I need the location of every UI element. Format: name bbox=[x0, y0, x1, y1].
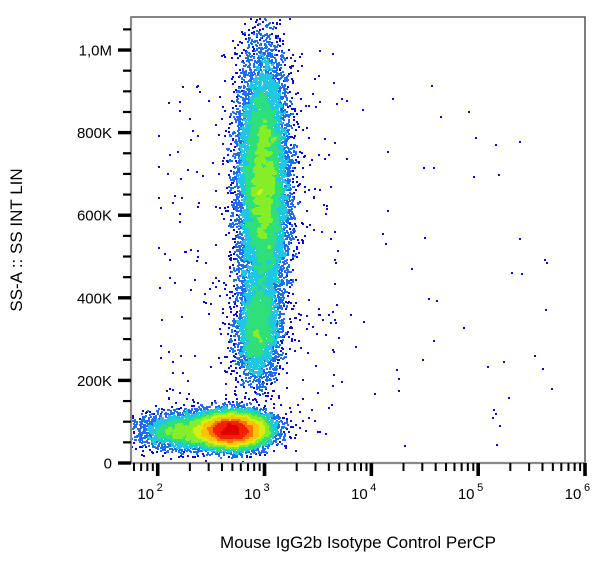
x-tick-exponent: 6 bbox=[584, 482, 590, 494]
y-tick-label: 400K bbox=[77, 290, 112, 307]
y-tick-label: 800K bbox=[77, 125, 112, 142]
density-point-group bbox=[193, 189, 265, 447]
y-axis-tick-labels: 1,0M 800K 600K 400K 200K 0 bbox=[77, 43, 112, 473]
x-tick-mantissa: 10 bbox=[458, 486, 475, 503]
x-axis-ticks bbox=[133, 463, 587, 476]
x-tick-mantissa: 10 bbox=[137, 486, 154, 503]
density-point-group bbox=[131, 18, 300, 459]
x-tick-mantissa: 10 bbox=[565, 486, 582, 503]
y-tick-label: 600K bbox=[77, 208, 112, 225]
x-tick-label: 10 2 bbox=[137, 482, 162, 503]
y-tick-label: 1,0M bbox=[79, 43, 112, 60]
x-tick-exponent: 3 bbox=[263, 482, 269, 494]
x-tick-exponent: 4 bbox=[370, 482, 376, 494]
y-tick-label: 200K bbox=[77, 373, 112, 390]
y-axis-ticks bbox=[118, 28, 131, 465]
x-tick-mantissa: 10 bbox=[244, 486, 261, 503]
x-tick-exponent: 5 bbox=[477, 482, 483, 494]
y-axis-title: SS-A :: SS INT LIN bbox=[7, 168, 26, 311]
x-tick-label: 10 4 bbox=[351, 482, 376, 503]
scatter-points-layer bbox=[131, 18, 553, 464]
x-axis-tick-labels: 10 2 10 3 10 4 10 5 10 6 bbox=[137, 482, 590, 503]
x-tick-exponent: 2 bbox=[157, 482, 163, 494]
x-tick-label: 10 3 bbox=[244, 482, 269, 503]
x-tick-label: 10 6 bbox=[565, 482, 590, 503]
y-tick-label: 0 bbox=[104, 456, 112, 473]
x-tick-label: 10 5 bbox=[458, 482, 483, 503]
x-axis-title: Mouse IgG2b Isotype Control PerCP bbox=[220, 533, 496, 552]
density-point-group bbox=[221, 423, 239, 435]
density-point-group bbox=[165, 119, 277, 449]
x-tick-mantissa: 10 bbox=[351, 486, 368, 503]
